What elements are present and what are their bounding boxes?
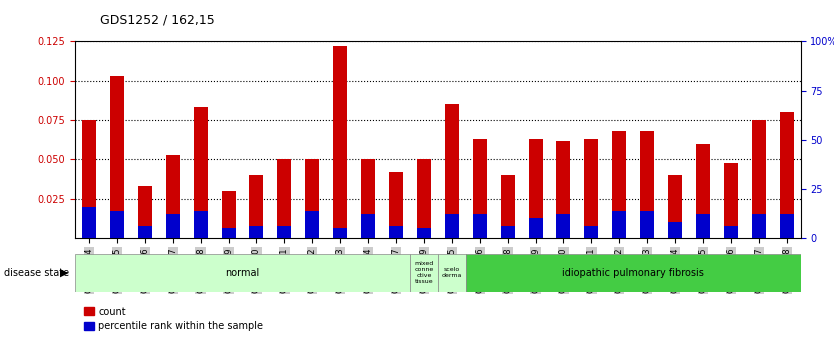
Bar	[249, 175, 264, 238]
Bar	[780, 112, 794, 238]
Bar	[249, 226, 264, 238]
Text: GDS1252 / 162,15: GDS1252 / 162,15	[100, 14, 215, 27]
Text: disease state: disease state	[4, 268, 69, 277]
Bar	[222, 228, 235, 238]
Bar	[82, 120, 96, 238]
Bar	[278, 226, 291, 238]
Bar	[193, 210, 208, 238]
Bar	[361, 215, 375, 238]
Bar	[438, 254, 465, 292]
Bar	[82, 207, 96, 238]
Bar	[641, 131, 654, 238]
Bar	[410, 254, 438, 292]
Bar	[138, 226, 152, 238]
Text: scelo
derma: scelo derma	[442, 267, 462, 278]
Bar	[222, 191, 235, 238]
Bar	[334, 228, 347, 238]
Bar	[473, 139, 487, 238]
Bar	[641, 210, 654, 238]
Bar	[417, 228, 431, 238]
Bar	[334, 46, 347, 238]
Bar	[110, 210, 124, 238]
Legend: count, percentile rank within the sample: count, percentile rank within the sample	[80, 303, 267, 335]
Bar	[529, 218, 542, 238]
Text: ▶: ▶	[60, 268, 68, 277]
Bar	[780, 215, 794, 238]
Bar	[724, 226, 738, 238]
Bar	[389, 172, 403, 238]
Bar	[305, 159, 319, 238]
Bar	[696, 144, 710, 238]
Bar	[500, 175, 515, 238]
Bar	[612, 131, 626, 238]
Bar	[465, 254, 801, 292]
Bar	[724, 162, 738, 238]
Bar	[751, 215, 766, 238]
Bar	[556, 215, 570, 238]
Text: normal: normal	[225, 268, 259, 277]
Bar	[445, 215, 459, 238]
Bar	[751, 120, 766, 238]
Bar	[110, 76, 124, 238]
Bar	[473, 215, 487, 238]
Bar	[305, 210, 319, 238]
Bar	[585, 226, 598, 238]
Bar	[445, 104, 459, 238]
Bar	[585, 139, 598, 238]
Bar	[166, 215, 179, 238]
Bar	[612, 210, 626, 238]
Bar	[361, 159, 375, 238]
Bar	[75, 254, 410, 292]
Text: idiopathic pulmonary fibrosis: idiopathic pulmonary fibrosis	[562, 268, 704, 277]
Bar	[668, 222, 682, 238]
Bar	[668, 175, 682, 238]
Bar	[556, 140, 570, 238]
Bar	[500, 226, 515, 238]
Bar	[278, 159, 291, 238]
Bar	[417, 159, 431, 238]
Bar	[696, 215, 710, 238]
Text: mixed
conne
ctive
tissue: mixed conne ctive tissue	[414, 262, 434, 284]
Bar	[166, 155, 179, 238]
Bar	[138, 186, 152, 238]
Bar	[389, 226, 403, 238]
Bar	[529, 139, 542, 238]
Bar	[193, 108, 208, 238]
